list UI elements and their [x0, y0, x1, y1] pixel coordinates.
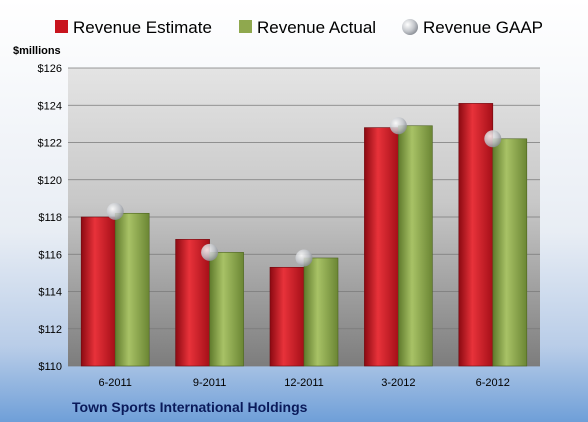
y-tick-label: $116: [38, 249, 62, 261]
y-axis-ticks: $110 $112 $114 $116 $118 $120 $122 $124 $126: [38, 63, 62, 373]
estimate-bar: [364, 127, 399, 367]
x-tick-label: 9-2011: [193, 377, 226, 389]
y-tick-label: $112: [38, 324, 62, 336]
y-axis-unit-label: $millions: [13, 45, 61, 57]
legend-estimate-swatch: [55, 20, 68, 33]
y-tick-label: $118: [38, 212, 62, 224]
legend-actual-label: Revenue Actual: [257, 18, 376, 37]
estimate-bar: [80, 216, 116, 367]
legend: Revenue Estimate Revenue Actual Revenue …: [55, 18, 543, 37]
actual-bar: [303, 257, 339, 367]
gaap-marker: [106, 202, 124, 220]
legend-item-actual: Revenue Actual: [239, 18, 376, 37]
legend-item-estimate: Revenue Estimate: [55, 18, 212, 37]
estimate-bar: [269, 266, 305, 367]
y-tick-label: $110: [38, 361, 62, 373]
y-tick-label: $120: [38, 175, 62, 187]
x-tick-label: 6-2011: [98, 377, 131, 389]
legend-estimate-label: Revenue Estimate: [73, 18, 212, 37]
gaap-marker: [389, 117, 407, 135]
actual-bar: [209, 252, 244, 367]
x-tick-label: 6-2012: [476, 377, 510, 389]
company-name: Town Sports International Holdings: [72, 399, 308, 415]
y-tick-label: $126: [38, 63, 62, 75]
gaap-marker: [484, 130, 502, 148]
legend-actual-swatch: [239, 20, 252, 33]
gaap-marker: [295, 249, 313, 267]
x-axis-ticks: 6-2011 9-2011 12-2011 3-2012 6-2012: [98, 377, 509, 389]
gaap-markers: [106, 117, 502, 267]
y-tick-label: $122: [38, 138, 62, 150]
legend-gaap-swatch: [402, 19, 418, 35]
legend-item-gaap: Revenue GAAP: [402, 18, 543, 37]
actual-bar: [114, 212, 150, 367]
x-tick-label: 3-2012: [381, 377, 415, 389]
x-tick-label: 12-2011: [284, 377, 324, 389]
actual-bar: [398, 125, 433, 367]
estimate-bar: [175, 239, 210, 367]
gaap-marker: [201, 243, 219, 261]
y-tick-label: $114: [38, 287, 62, 299]
actual-bar: [492, 138, 528, 367]
legend-gaap-label: Revenue GAAP: [423, 18, 543, 37]
y-tick-label: $124: [38, 100, 62, 112]
estimate-bar: [458, 103, 494, 367]
bars: [80, 103, 528, 367]
